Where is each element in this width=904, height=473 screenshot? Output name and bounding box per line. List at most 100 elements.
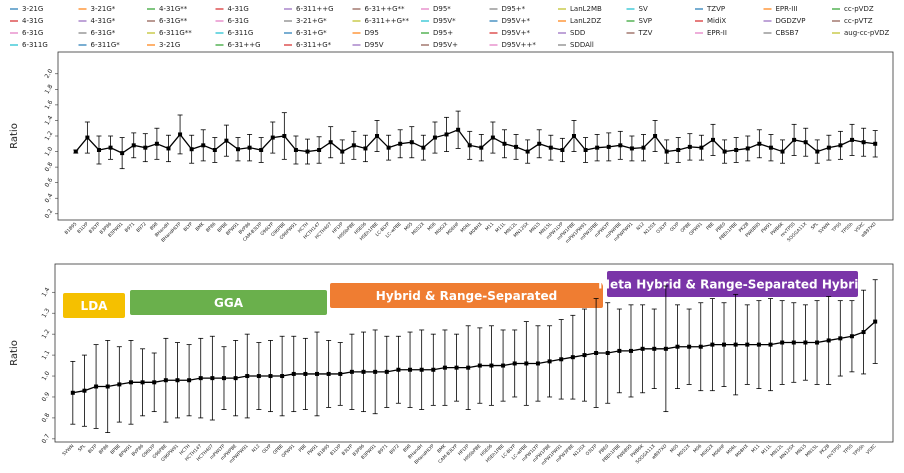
point bbox=[501, 363, 506, 368]
legend-label: 6-31G bbox=[228, 17, 249, 25]
legend-label: 6-31G bbox=[22, 29, 43, 37]
x-tick-label: B1B95 bbox=[316, 443, 331, 458]
x-tick-label: SPL bbox=[77, 443, 87, 453]
point bbox=[363, 146, 368, 151]
x-tick-label: OPW91 bbox=[688, 221, 704, 237]
point bbox=[489, 363, 494, 368]
y-tick-label: 2.0 bbox=[44, 68, 55, 80]
group-label: Hybrid & Range-Separated bbox=[376, 289, 557, 303]
point bbox=[537, 141, 542, 146]
point bbox=[143, 145, 148, 150]
x-tick-label: VSXC bbox=[865, 443, 878, 456]
point bbox=[641, 145, 646, 150]
x-tick-label: M08HX bbox=[468, 221, 484, 237]
legend-label: 4-31G* bbox=[91, 17, 116, 25]
point bbox=[351, 143, 356, 148]
point bbox=[850, 137, 855, 142]
point bbox=[733, 342, 738, 347]
point bbox=[711, 137, 716, 142]
legend-label: D95V+ bbox=[433, 41, 458, 49]
legend-label: aug-cc-pVDZ bbox=[844, 29, 890, 37]
point bbox=[583, 148, 588, 152]
legend-label: 4-31G** bbox=[159, 5, 188, 13]
point bbox=[175, 378, 180, 383]
y-tick-label: 1.4 bbox=[44, 114, 55, 126]
legend-label: 6-31G** bbox=[159, 17, 188, 25]
point bbox=[233, 376, 238, 381]
legend-label: 3-21+G* bbox=[296, 17, 327, 25]
x-tick-label: BLYP bbox=[182, 221, 194, 233]
point bbox=[291, 371, 296, 376]
point bbox=[210, 376, 215, 381]
point bbox=[849, 334, 854, 339]
point bbox=[361, 369, 366, 374]
point bbox=[618, 143, 623, 148]
point bbox=[419, 367, 424, 372]
x-tick-label: TPSSh bbox=[840, 221, 855, 236]
point bbox=[117, 382, 122, 387]
point bbox=[456, 127, 461, 132]
legend-label: D95V+* bbox=[502, 29, 531, 37]
point bbox=[384, 369, 389, 374]
y-tick-label: 1.6 bbox=[44, 99, 55, 111]
x-tick-label: N12 bbox=[635, 221, 646, 232]
x-tick-label: O3LYP bbox=[585, 443, 599, 457]
point bbox=[280, 374, 285, 379]
legend-label: DGDZVP bbox=[776, 17, 806, 25]
y-tick-label: 1.0 bbox=[44, 146, 55, 158]
point bbox=[595, 145, 600, 150]
point bbox=[826, 338, 831, 343]
point bbox=[745, 146, 750, 151]
point bbox=[617, 348, 622, 353]
legend-label: 6-311++G bbox=[296, 5, 334, 13]
legend-label: MidiX bbox=[707, 17, 726, 25]
point bbox=[328, 140, 333, 145]
point bbox=[560, 148, 565, 152]
legend-label: 6-31G* bbox=[91, 29, 116, 37]
legend-label: 3-21G bbox=[159, 41, 180, 49]
point bbox=[815, 340, 820, 345]
point bbox=[96, 148, 101, 152]
point bbox=[349, 369, 354, 374]
point bbox=[815, 149, 820, 154]
point bbox=[756, 342, 761, 347]
point bbox=[803, 340, 808, 345]
point bbox=[256, 374, 261, 379]
point bbox=[606, 144, 611, 149]
legend-label: 4-31G bbox=[228, 5, 249, 13]
x-tick-label: SVWN bbox=[61, 443, 75, 457]
legend-label: D95V+* bbox=[502, 17, 531, 25]
point bbox=[303, 371, 308, 376]
point bbox=[745, 342, 750, 347]
point bbox=[245, 374, 250, 379]
point bbox=[189, 147, 194, 152]
point bbox=[582, 353, 587, 358]
point bbox=[873, 141, 878, 146]
legend-label: SDD bbox=[570, 29, 585, 37]
point bbox=[710, 342, 715, 347]
x-tick-label: M06HF bbox=[445, 221, 461, 237]
group-box bbox=[330, 283, 603, 308]
point bbox=[734, 148, 739, 152]
x-tick-label: B98 bbox=[402, 443, 413, 454]
y-tick-label: 1.4 bbox=[41, 286, 52, 298]
point bbox=[768, 342, 773, 347]
point bbox=[466, 365, 471, 370]
point bbox=[442, 365, 447, 370]
y-tick-label: 0.9 bbox=[41, 391, 52, 403]
point bbox=[108, 145, 113, 150]
point bbox=[163, 378, 168, 383]
point bbox=[235, 147, 240, 152]
x-tick-label: BP86 bbox=[205, 221, 217, 233]
point bbox=[120, 151, 125, 156]
point bbox=[490, 135, 495, 140]
point bbox=[85, 135, 90, 140]
point bbox=[338, 371, 343, 376]
point bbox=[152, 380, 157, 385]
point bbox=[386, 145, 391, 150]
x-tick-label: BMK bbox=[436, 442, 448, 454]
point bbox=[699, 145, 704, 150]
legend-label: D95+* bbox=[502, 5, 526, 13]
point bbox=[131, 143, 136, 148]
